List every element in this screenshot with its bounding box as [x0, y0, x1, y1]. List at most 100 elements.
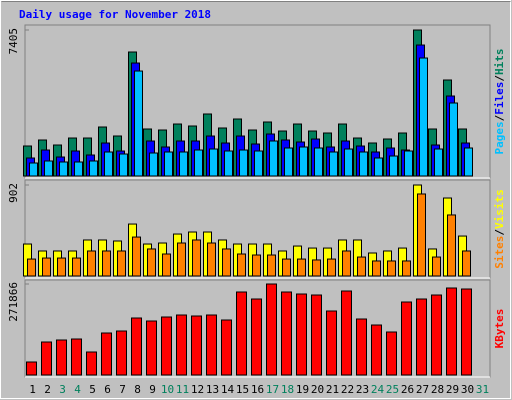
- bar: [117, 250, 126, 277]
- x-tick-label: 17: [266, 383, 279, 396]
- bar: [252, 254, 261, 277]
- bar: [72, 257, 81, 277]
- x-tick-label: 28: [431, 383, 444, 396]
- bar: [327, 258, 336, 277]
- bar: [389, 155, 398, 177]
- bar: [344, 148, 353, 177]
- bar: [161, 316, 172, 376]
- bar: [221, 319, 232, 376]
- bar: [191, 315, 202, 376]
- x-tick-label: 29: [446, 383, 459, 396]
- bar: [236, 291, 247, 376]
- bar: [402, 260, 411, 277]
- bar: [462, 250, 471, 277]
- x-tick-label: 2: [44, 383, 51, 396]
- x-tick-label: 24: [371, 383, 385, 396]
- bar: [101, 332, 112, 376]
- x-tick-label: 7: [119, 383, 126, 396]
- bar: [266, 283, 277, 376]
- bar: [254, 150, 263, 177]
- bar: [311, 294, 322, 376]
- bar: [44, 160, 53, 177]
- x-tick-label: 20: [311, 383, 324, 396]
- bar: [57, 257, 66, 277]
- chart-title: Daily usage for November 2018: [19, 8, 211, 21]
- bar: [134, 70, 143, 177]
- bar: [59, 161, 68, 177]
- bar: [401, 301, 412, 376]
- legend-separator: /: [493, 229, 506, 236]
- bar: [131, 317, 142, 376]
- x-tick-label: 13: [206, 383, 219, 396]
- bar: [267, 254, 276, 277]
- legend-entry: Hits: [493, 49, 506, 76]
- x-tick-label: 8: [134, 383, 141, 396]
- x-tick-label: 4: [74, 383, 81, 396]
- bar: [42, 257, 51, 277]
- y-tick-label: 271866: [7, 282, 20, 322]
- bar: [192, 239, 201, 277]
- bar: [104, 151, 113, 177]
- bar: [461, 288, 472, 376]
- bar: [147, 248, 156, 277]
- x-tick-label: 12: [191, 383, 204, 396]
- x-tick-label: 30: [461, 383, 474, 396]
- bar: [224, 150, 233, 177]
- bar: [386, 331, 397, 376]
- bar: [102, 250, 111, 277]
- x-tick-label: 19: [296, 383, 309, 396]
- bar: [116, 330, 127, 376]
- bar: [222, 248, 231, 277]
- bar: [326, 310, 337, 376]
- x-tick-label: 18: [281, 383, 294, 396]
- legend-separator: /: [493, 75, 506, 82]
- legend: KBytes: [493, 309, 506, 349]
- bar: [314, 147, 323, 177]
- x-tick-label: 15: [236, 383, 249, 396]
- x-tick-label: 27: [416, 383, 429, 396]
- x-tick-label: 10: [161, 383, 174, 396]
- bar: [359, 151, 368, 177]
- x-tick-label: 16: [251, 383, 264, 396]
- x-tick-label: 21: [326, 383, 339, 396]
- bar: [281, 291, 292, 376]
- bar: [41, 341, 52, 376]
- bar: [357, 256, 366, 277]
- bar: [342, 250, 351, 277]
- bar: [177, 242, 186, 277]
- bar: [432, 256, 441, 277]
- bar: [27, 258, 36, 277]
- bar: [119, 153, 128, 177]
- bar: [146, 320, 157, 376]
- x-tick-label: 9: [149, 383, 156, 396]
- bar: [132, 236, 141, 277]
- legend-entry: Files: [493, 82, 506, 115]
- bar: [447, 214, 456, 277]
- legend-separator: /: [493, 114, 506, 121]
- bar: [269, 140, 278, 177]
- bar: [284, 147, 293, 177]
- x-tick-label: 14: [221, 383, 235, 396]
- bar: [299, 146, 308, 177]
- x-tick-label: 6: [104, 383, 111, 396]
- bar: [26, 361, 37, 376]
- x-tick-label: 11: [176, 383, 189, 396]
- legend: Pages/Files/Hits: [493, 49, 506, 155]
- legend-entry: Sites: [493, 236, 506, 269]
- bar: [239, 149, 248, 177]
- x-tick-label: 23: [356, 383, 369, 396]
- bar: [449, 102, 458, 177]
- bar: [341, 290, 352, 376]
- bar: [162, 253, 171, 277]
- bar: [149, 152, 158, 177]
- bar: [464, 147, 473, 177]
- x-tick-label: 1: [29, 383, 36, 396]
- bar: [431, 294, 442, 376]
- bar: [251, 298, 262, 376]
- x-tick-label: 3: [59, 383, 66, 396]
- legend-entry: KBytes: [493, 309, 506, 349]
- bar: [194, 149, 203, 177]
